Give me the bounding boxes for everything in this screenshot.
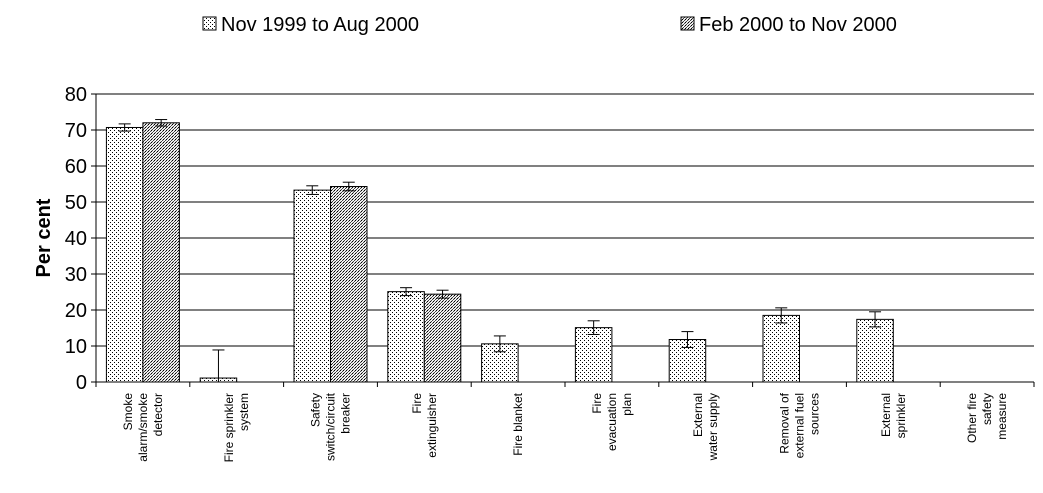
x-tick-label-line: sprinkler	[894, 393, 908, 438]
x-tick-label-line: detector	[151, 393, 165, 436]
x-tick-label-line: Fire	[410, 393, 424, 414]
legend-label: Nov 1999 to Aug 2000	[221, 14, 419, 36]
legend: Nov 1999 to Aug 2000 Feb 2000 to Nov 2000	[202, 14, 897, 36]
error-bar	[118, 123, 131, 132]
x-tick-label-line: measure	[995, 393, 1009, 440]
x-tick-label-line: Removal of	[778, 392, 792, 453]
x-tick-label: Fireextinguisher	[410, 393, 439, 458]
error-bar	[436, 289, 449, 299]
x-tick-label-line: water supply	[706, 393, 720, 461]
bar	[142, 122, 180, 383]
bars	[105, 119, 894, 383]
error-bar	[775, 307, 788, 324]
x-tick-label-line: Safety	[309, 393, 323, 427]
y-tick-label: 20	[65, 300, 87, 322]
legend-item: Nov 1999 to Aug 2000	[202, 14, 419, 36]
axes: 0 10 20 30 40 50 60 70 80 Per cent Smokealarm/smok…	[33, 84, 1035, 462]
y-tick-label: 0	[76, 372, 87, 394]
x-tick-label-line: Fire blanket	[511, 392, 525, 455]
y-axis-title: Per cent	[33, 198, 55, 277]
error-bar	[681, 331, 694, 348]
x-tick-label-line: plan	[620, 393, 634, 416]
y-tick-label: 50	[65, 192, 87, 214]
x-tick-label-line: safety	[980, 393, 994, 425]
gridlines	[96, 93, 1034, 347]
legend-label: Feb 2000 to Nov 2000	[699, 14, 897, 36]
x-tick-label-line: External	[691, 393, 705, 437]
x-tick-label-line: sources	[808, 393, 822, 435]
bar	[387, 291, 425, 383]
bar	[762, 314, 800, 383]
x-tick-label: Fire sprinklersystem	[222, 393, 251, 462]
x-tick-label-line: system	[237, 393, 251, 431]
x-tick-label: Safetyswitch/circuitbreaker	[309, 392, 353, 461]
error-bar	[493, 335, 506, 353]
x-tick-label-line: alarm/smoke	[136, 393, 150, 462]
bar	[574, 327, 613, 383]
error-bar	[587, 320, 600, 335]
y-tick-label: 80	[65, 84, 87, 106]
error-bar	[155, 119, 168, 127]
x-tick-label-line: extinguisher	[425, 393, 439, 458]
error-bar	[306, 185, 319, 195]
x-tick-label: Fireevacuationplan	[590, 393, 634, 451]
bar	[330, 186, 368, 383]
error-bar	[342, 181, 355, 192]
x-tick-label-line: External	[879, 393, 893, 437]
y-tick-label: 60	[65, 156, 87, 178]
x-tick-label-line: evacuation	[605, 393, 619, 451]
x-tick-label-line: Smoke	[121, 393, 135, 431]
x-tick-label-line: Other fire	[965, 393, 979, 443]
x-tick-label: Other firesafetymeasure	[965, 393, 1009, 443]
bar	[105, 126, 144, 383]
legend-swatch	[202, 16, 217, 31]
y-tick-label: 70	[65, 120, 87, 142]
y-tick-label: 30	[65, 264, 87, 286]
x-tick-label: Smokealarm/smokedetector	[121, 393, 165, 462]
legend-item: Feb 2000 to Nov 2000	[680, 14, 897, 36]
x-tick-label: Fire blanket	[511, 392, 525, 455]
bar	[293, 189, 331, 383]
bar	[423, 293, 462, 383]
error-bar	[212, 349, 225, 383]
y-tick-label: 40	[65, 228, 87, 250]
x-tick-label-line: breaker	[339, 393, 353, 434]
x-tick-label-line: switch/circuit	[324, 392, 338, 461]
legend-swatch	[680, 16, 695, 31]
error-bar	[400, 287, 413, 297]
x-tick-label-line: external fuel	[793, 393, 807, 458]
x-tick-label-line: Fire sprinkler	[222, 393, 236, 462]
error-bar	[869, 311, 882, 328]
x-tick-label: Removal ofexternal fuelsources	[778, 392, 822, 458]
x-tick-label-line: Fire	[590, 393, 604, 414]
y-tick-label: 10	[65, 336, 87, 358]
x-tick-label: Externalwater supply	[691, 393, 720, 461]
x-tick-label: Externalsprinkler	[879, 393, 908, 438]
bar	[856, 318, 894, 383]
